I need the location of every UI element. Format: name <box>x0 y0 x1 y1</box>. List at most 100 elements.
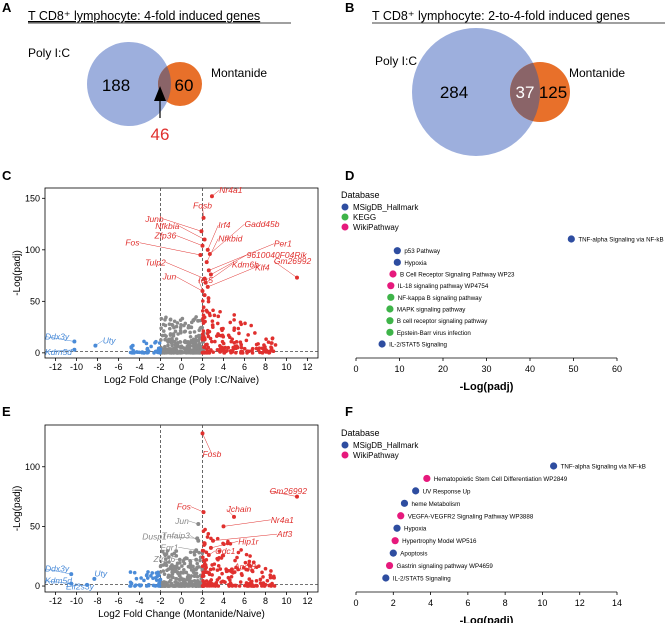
volcano-c-label-leader <box>211 189 220 197</box>
volcano-c-point-up <box>201 299 205 303</box>
volcano-e-point-ns <box>185 583 190 588</box>
pathway-d-point <box>387 293 395 301</box>
volcano-e-point-down <box>156 570 160 575</box>
volcano-c-point-ns <box>186 325 191 330</box>
volcano-e-point-down <box>150 571 155 575</box>
volcano-c-label-leader <box>206 238 219 263</box>
volcano-c-label-leader <box>205 264 233 283</box>
volcano-c-point-ns <box>167 347 171 351</box>
volcano-c-point-up <box>211 325 215 330</box>
pathway-f-point-label: Hypoxia <box>404 526 427 533</box>
pathway-d-x-axis-label: -Log(padj) <box>460 381 514 393</box>
volcano-e-point-up <box>229 574 234 579</box>
volcano-e-point-uty <box>92 576 97 581</box>
volcano-e-label-leader <box>269 490 298 497</box>
volcano-c-point-ns <box>159 338 163 342</box>
pathway-d-point-label: TNF-alpha Signaling via NF-kB <box>578 237 663 244</box>
volcano-c-label-kdm6b: Kdm6b <box>232 259 259 269</box>
volcano-e-label-leader <box>175 558 197 561</box>
volcano-e-label-egr1: Egr1 <box>160 542 178 552</box>
panel-letter-e: E <box>2 404 11 419</box>
volcano-c-x-tick-label: -10 <box>70 362 83 372</box>
venn-b-left-count: 284 <box>440 83 468 102</box>
pathway-f-point-label: Hematopoietic Stem Cell Differentiation … <box>434 476 568 483</box>
volcano-e-point-up <box>252 560 256 565</box>
volcano-c-point-up <box>269 341 274 345</box>
volcano-c-point-up <box>237 331 241 336</box>
volcano-c-point-up <box>244 338 249 343</box>
volcano-c-label-zfp36: Zfp36 <box>154 230 177 240</box>
pathway-f-point-label: Hypertrophy Model WP516 <box>402 538 477 545</box>
volcano-e-point-down <box>154 578 159 582</box>
volcano-e-point-ns <box>197 565 201 569</box>
volcano-c-point-down <box>157 341 162 345</box>
volcano-e-point-up <box>262 584 267 588</box>
pathway-d-x-tick-label: 50 <box>568 364 578 374</box>
pathway-d-x-tick-label: 60 <box>612 364 622 374</box>
volcano-e-label-nr4a1: Nr4a1 <box>271 515 294 525</box>
volcano-e-point-down <box>129 581 134 586</box>
volcano-e-point-apol8 <box>229 567 234 572</box>
volcano-c-x-tick-label: 10 <box>281 362 291 372</box>
panel-letter-b: B <box>345 0 355 15</box>
volcano-e-point-ns <box>178 582 183 586</box>
volcano-e-point-up <box>248 584 253 588</box>
volcano-c-x-tick-label: -8 <box>93 362 101 372</box>
volcano-c-point-up <box>260 346 265 351</box>
pathway-f-point-label: heme Metabolism <box>411 501 460 508</box>
volcano-c-point-ns <box>188 340 193 345</box>
volcano-chart-e: -12 -10 -8 -6 -4 -2 0 2 4 6 8 10 12 0 50 100 Log2 Fold C… <box>12 424 319 620</box>
venn-b: T CD8⁺ lymphocyte: 2-to-4-fold induced g… <box>372 9 665 156</box>
volcano-c-point-up <box>205 331 210 336</box>
volcano-c-point-up <box>239 345 244 350</box>
volcano-c-x-tick-label: 4 <box>221 362 226 372</box>
volcano-c-point-up <box>229 339 234 344</box>
pathway-f-point-label: VEGFA-VEGFR2 Signaling Pathway WP3888 <box>408 513 534 520</box>
volcano-e-point-up <box>235 555 239 560</box>
volcano-c-point-up <box>206 299 211 304</box>
volcano-c-label-leader <box>95 340 103 346</box>
pathway-f-x-tick-label: 4 <box>428 598 433 608</box>
volcano-e-point-ns <box>183 583 187 588</box>
volcano-c-point-ns <box>164 351 169 355</box>
volcano-e-point-down <box>151 583 156 588</box>
volcano-e-point-up <box>205 535 210 539</box>
volcano-c-point-ns <box>168 337 173 341</box>
volcano-c-point-up <box>250 351 255 355</box>
volcano-c-point-down <box>149 344 153 349</box>
volcano-c-point-up <box>201 318 205 323</box>
volcano-e-point-ns <box>167 555 171 559</box>
volcano-c-x-tick-label: 12 <box>302 362 312 372</box>
pathway-d-point-label: IL-18 signaling pathway WP4754 <box>398 283 489 290</box>
volcano-c-point-up <box>206 296 211 300</box>
volcano-e-point-up <box>227 568 231 573</box>
volcano-e-label-leader <box>212 533 278 541</box>
volcano-e-label-apol8: Apol8 <box>233 561 256 571</box>
volcano-e-point-ns <box>165 549 170 553</box>
volcano-c-point-up <box>232 340 237 345</box>
volcano-c-point-up <box>242 346 247 351</box>
volcano-c-point-down <box>144 341 149 346</box>
volcano-e-point-up <box>206 532 211 536</box>
volcano-e-point-up <box>247 559 252 564</box>
volcano-c-label-nfkbia: Nfkbia <box>155 221 179 231</box>
volcano-e-point-up <box>208 579 213 584</box>
volcano-e-point-up <box>243 560 248 565</box>
volcano-c-point-up <box>236 326 241 331</box>
volcano-e-x-tick-label: 12 <box>302 596 312 606</box>
volcano-e-point-ns <box>163 561 167 566</box>
volcano-c-point-ns <box>173 329 178 334</box>
volcano-c-point-ns <box>159 316 164 321</box>
volcano-c-point-ns <box>191 344 196 348</box>
volcano-e-point-up <box>210 563 214 567</box>
volcano-e-point-ns <box>178 577 182 581</box>
volcano-c-point-up <box>204 308 209 313</box>
volcano-e-point-ns <box>163 582 167 587</box>
volcano-e-point-up <box>232 570 237 574</box>
volcano-e-y-tick-label: 100 <box>25 462 40 472</box>
volcano-e-point-up <box>220 571 224 576</box>
volcano-e-point-up <box>260 570 264 575</box>
venn-b-overlap <box>510 62 540 122</box>
volcano-c-point-ns <box>178 351 182 355</box>
pathway-d-point <box>387 282 395 290</box>
